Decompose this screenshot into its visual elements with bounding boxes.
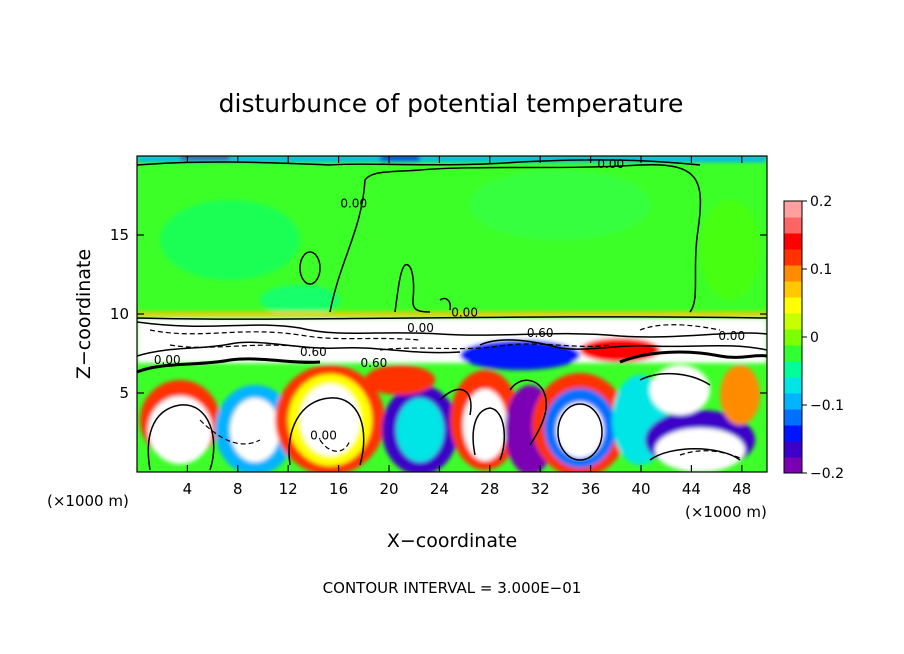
x-tick-label: 16	[329, 480, 348, 498]
x-axis-ticks: 4 8 12 16 20 24 28 32 36 40 44 48	[183, 156, 751, 498]
y-tick-label: 10	[110, 305, 129, 323]
colorbar-segment	[784, 265, 802, 282]
colorbar-segment	[784, 281, 802, 298]
colorbar-segment	[784, 361, 802, 378]
contour-label: 0.00	[310, 429, 337, 443]
colorbar-segment	[784, 217, 802, 234]
y-axis-label: Z−coordinate	[73, 249, 95, 379]
colorbar-segment	[784, 457, 802, 474]
colorbar: 0.2 0.1 0 −0.1 −0.2	[783, 194, 844, 482]
x-tick-label: 28	[480, 480, 499, 498]
colorbar-segment	[784, 345, 802, 362]
field-upper-variations	[137, 156, 767, 317]
contour-lines	[137, 159, 767, 471]
x-unit-right: (×1000 m)	[685, 503, 767, 521]
colorbar-segment	[784, 329, 802, 346]
colorbar-tick-label: −0.2	[810, 466, 844, 482]
y-tick-label: 5	[119, 384, 129, 402]
contour-label: 0.60	[300, 345, 327, 359]
x-tick-label: 44	[682, 480, 701, 498]
colorbar-segment	[784, 425, 802, 442]
colorbar-segment	[784, 377, 802, 394]
contour-label: 0.00	[451, 305, 478, 319]
colorbar-segment	[784, 233, 802, 250]
colorbar-segment	[784, 297, 802, 314]
contour-label: 0.00	[597, 157, 624, 171]
contour-label: 0.60	[527, 326, 554, 340]
x-axis-label: X−coordinate	[387, 530, 517, 552]
x-tick-label: 12	[279, 480, 298, 498]
colorbar-segment	[784, 249, 802, 266]
colorbar-tick-label: 0	[810, 330, 819, 346]
contour-label: 0.00	[407, 321, 434, 335]
colorbar-tick-label: −0.1	[810, 398, 844, 414]
x-tick-label: 8	[233, 480, 243, 498]
colorbar-segment	[784, 441, 802, 458]
contour-label-group: 0.00 0.00 0.00 0.00 0.60 0.60 0.60 0.00 0.00 0.00	[154, 157, 745, 443]
x-tick-label: 48	[732, 480, 751, 498]
x-tick-label: 32	[531, 480, 550, 498]
x-unit-left: (×1000 m)	[47, 492, 129, 510]
plot-area: 0.00 0.00 0.00 0.00 0.60 0.60 0.60 0.00 0.00 0.00	[137, 156, 767, 472]
x-tick-label: 40	[631, 480, 650, 498]
contour-interval-note: CONTOUR INTERVAL = 3.000E−01	[323, 579, 582, 597]
contour-label: 0.60	[361, 356, 388, 370]
contour-lines-dashed	[149, 324, 741, 459]
chart-title: disturbunce of potential temperature	[219, 89, 684, 118]
x-tick-label: 4	[183, 480, 193, 498]
contour-label: 0.00	[154, 353, 181, 367]
colorbar-tick-label: 0.1	[810, 262, 832, 278]
colorbar-segment	[784, 201, 802, 218]
x-tick-label: 24	[430, 480, 449, 498]
x-tick-label: 20	[379, 480, 398, 498]
colorbar-segment	[784, 409, 802, 426]
field-lower-turbulence	[137, 318, 767, 472]
y-axis-ticks: 5 10 15	[110, 226, 767, 402]
contour-label: 0.00	[718, 329, 745, 343]
contour-label: 0.00	[340, 196, 367, 210]
colorbar-segment	[784, 313, 802, 330]
x-tick-label: 36	[581, 480, 600, 498]
y-tick-label: 15	[110, 226, 129, 244]
colorbar-segment	[784, 393, 802, 410]
colorbar-tick-label: 0.2	[810, 194, 832, 210]
